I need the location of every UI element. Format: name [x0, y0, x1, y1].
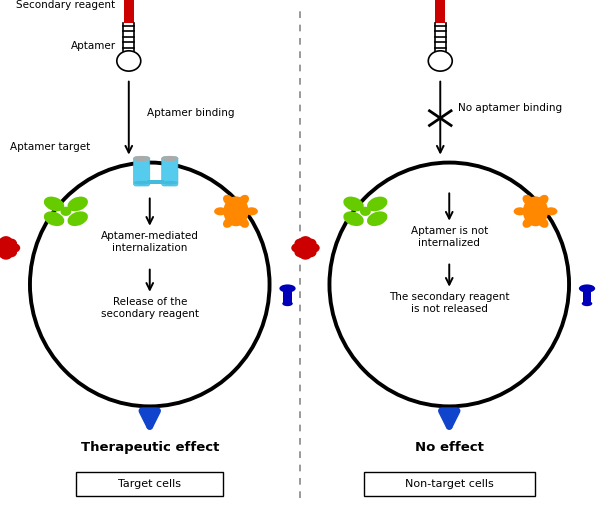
Ellipse shape — [300, 250, 311, 260]
Circle shape — [117, 51, 141, 71]
Ellipse shape — [300, 243, 311, 252]
FancyBboxPatch shape — [162, 157, 178, 186]
Ellipse shape — [522, 218, 533, 228]
FancyBboxPatch shape — [364, 472, 535, 496]
Ellipse shape — [161, 156, 179, 162]
Ellipse shape — [582, 301, 592, 306]
Ellipse shape — [367, 197, 388, 211]
Ellipse shape — [246, 207, 258, 215]
Ellipse shape — [8, 243, 20, 252]
Ellipse shape — [0, 250, 12, 260]
Bar — [147, 180, 164, 184]
Ellipse shape — [282, 301, 293, 306]
Ellipse shape — [545, 207, 558, 215]
Ellipse shape — [343, 197, 364, 211]
Ellipse shape — [238, 218, 249, 228]
Ellipse shape — [0, 238, 7, 248]
Text: Aptamer: Aptamer — [71, 41, 116, 51]
Ellipse shape — [0, 236, 12, 246]
Ellipse shape — [223, 218, 234, 228]
Ellipse shape — [300, 236, 311, 246]
Ellipse shape — [523, 197, 548, 226]
Ellipse shape — [5, 238, 17, 248]
Text: Therapeutic effect: Therapeutic effect — [80, 441, 219, 454]
Text: Release of the
secondary reagent: Release of the secondary reagent — [101, 297, 199, 319]
Ellipse shape — [60, 207, 71, 216]
Ellipse shape — [44, 211, 64, 226]
Ellipse shape — [295, 248, 307, 258]
Ellipse shape — [5, 248, 17, 258]
Text: Aptamer binding: Aptamer binding — [147, 108, 234, 118]
Bar — [283, 290, 292, 304]
Ellipse shape — [304, 238, 316, 248]
Ellipse shape — [304, 248, 316, 258]
Text: No effect: No effect — [415, 441, 483, 454]
Ellipse shape — [291, 243, 304, 252]
Text: Target cells: Target cells — [118, 479, 181, 489]
FancyBboxPatch shape — [76, 472, 223, 496]
Ellipse shape — [513, 207, 526, 215]
Text: Non-target cells: Non-target cells — [405, 479, 494, 489]
Ellipse shape — [367, 211, 388, 226]
FancyBboxPatch shape — [124, 0, 134, 23]
Ellipse shape — [0, 243, 4, 252]
Ellipse shape — [360, 207, 371, 216]
Ellipse shape — [68, 211, 88, 226]
FancyBboxPatch shape — [134, 157, 150, 186]
Text: The secondary reagent
is not released: The secondary reagent is not released — [389, 292, 510, 314]
Text: Aptamer target: Aptamer target — [10, 142, 90, 152]
Ellipse shape — [295, 238, 307, 248]
Ellipse shape — [223, 197, 249, 226]
Ellipse shape — [223, 195, 234, 205]
Ellipse shape — [214, 207, 226, 215]
Ellipse shape — [522, 195, 533, 205]
Text: Aptamer is not
internalized: Aptamer is not internalized — [411, 226, 488, 248]
Ellipse shape — [0, 243, 12, 252]
Ellipse shape — [133, 156, 150, 162]
Ellipse shape — [579, 284, 595, 293]
Text: No aptamer binding: No aptamer binding — [458, 103, 562, 113]
Ellipse shape — [44, 197, 64, 211]
Ellipse shape — [538, 195, 549, 205]
Ellipse shape — [343, 211, 364, 226]
Ellipse shape — [238, 195, 249, 205]
Ellipse shape — [0, 248, 7, 258]
Text: Secondary reagent: Secondary reagent — [17, 0, 116, 10]
Ellipse shape — [538, 218, 549, 228]
FancyBboxPatch shape — [435, 0, 446, 23]
Ellipse shape — [162, 181, 178, 184]
Ellipse shape — [68, 197, 88, 211]
Bar — [583, 290, 591, 304]
Ellipse shape — [307, 243, 320, 252]
Circle shape — [428, 51, 452, 71]
Text: Aptamer-mediated
internalization: Aptamer-mediated internalization — [101, 231, 199, 253]
Ellipse shape — [134, 181, 150, 184]
Ellipse shape — [279, 284, 296, 293]
